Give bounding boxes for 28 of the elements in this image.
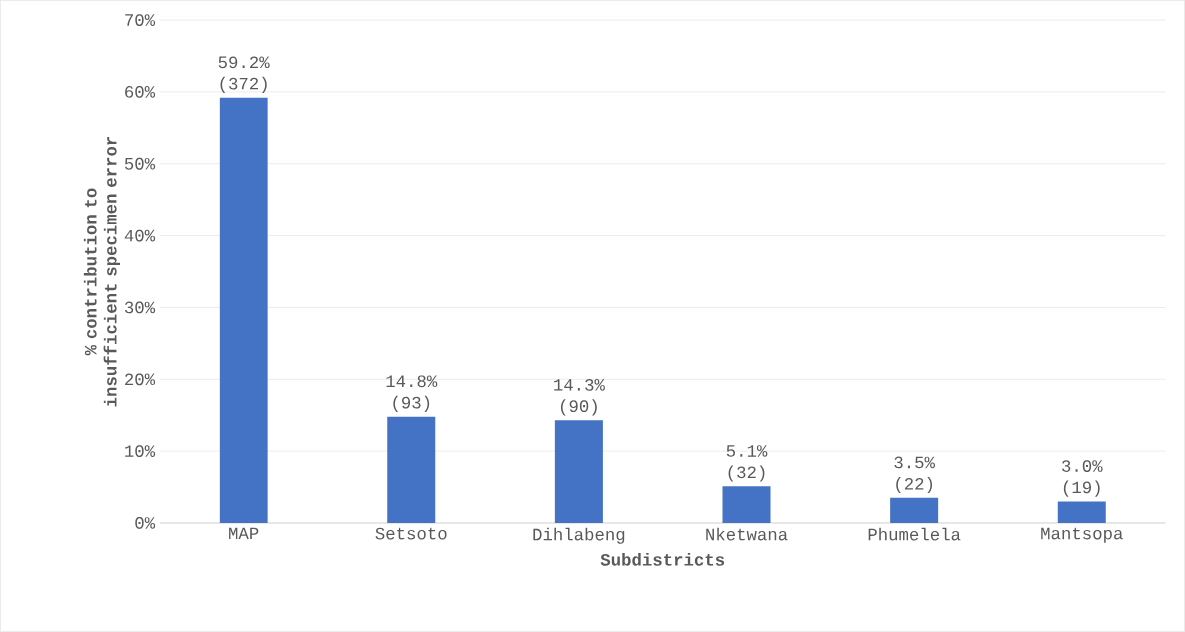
y-axis-title: % contribution to insufficient specimen error (83, 137, 121, 407)
data-label: 14.3% (90) (554, 379, 605, 416)
x-axis-title: Subdistricts (600, 553, 725, 566)
data-label: 5.1% (32) (726, 445, 768, 482)
bar (554, 420, 603, 524)
y-tick-label: 0% (135, 517, 156, 529)
y-tick-label: 50% (124, 157, 156, 170)
x-tick-label: Setsoto (375, 527, 447, 540)
data-label: 59.2% (372) (218, 56, 270, 94)
data-label: 14.8% (93) (386, 375, 438, 413)
y-tick-label: 40% (124, 229, 156, 242)
y-tick-label: 10% (125, 445, 156, 458)
data-label: 3.5% (22) (894, 456, 935, 494)
y-tick-label: 30% (124, 301, 156, 314)
bar (387, 416, 436, 524)
bar (890, 497, 939, 524)
x-tick-label: Phumelela (868, 527, 961, 541)
bar (219, 97, 268, 524)
x-tick-label: MAP (229, 527, 259, 540)
bar (722, 486, 771, 524)
x-tick-label: Mantsopa (1041, 527, 1123, 543)
bar (1057, 501, 1106, 524)
y-tick-label: 20% (125, 373, 156, 386)
y-tick-label: 70% (125, 14, 156, 27)
x-tick-label: Nketwana (706, 527, 788, 541)
data-label: 3.0% (19) (1062, 460, 1103, 497)
x-tick-label: Dihlabeng (533, 527, 625, 544)
y-tick-label: 60% (125, 86, 156, 98)
